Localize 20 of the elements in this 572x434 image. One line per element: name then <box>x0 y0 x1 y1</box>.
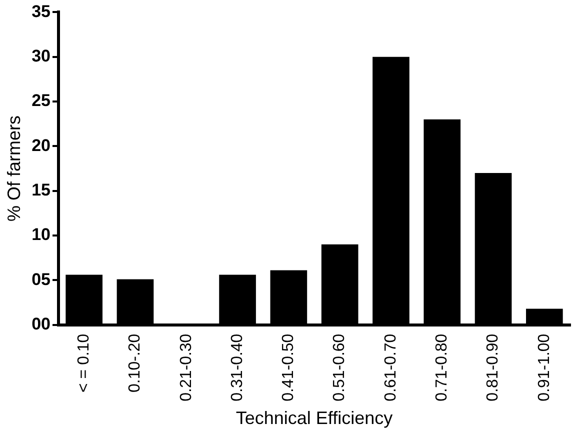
y-tick-label: 20 <box>32 136 51 155</box>
x-tick-label: 0.21-0.30 <box>178 334 195 402</box>
y-tick-label: 35 <box>32 2 51 21</box>
y-tick-label: 10 <box>32 225 51 244</box>
y-tick-label: 00 <box>32 314 51 334</box>
y-tick-label: 30 <box>32 46 51 66</box>
y-tick-label: 25 <box>32 91 51 110</box>
x-tick-label: 0.31-0.40 <box>228 334 246 402</box>
x-tick-label: 0.81-0.90 <box>484 334 502 402</box>
x-tick-label: 0.71-0.80 <box>434 334 451 402</box>
x-tick-label: 0.61-0.70 <box>382 334 400 402</box>
x-axis-title: Technical Efficiency <box>236 408 393 428</box>
x-tick-label: 0.51-0.60 <box>331 334 348 402</box>
y-tick-label: 05 <box>32 270 51 289</box>
x-tick-label: 0.10-.20 <box>126 334 144 393</box>
x-tick-label: < = 0.10 <box>75 334 92 393</box>
x-tick-label: 0.41-0.50 <box>280 334 298 402</box>
y-axis-title: % Of farmers <box>4 115 24 222</box>
x-tick-label: 0.91-1.00 <box>536 334 553 402</box>
y-tick-label: 15 <box>32 180 51 200</box>
